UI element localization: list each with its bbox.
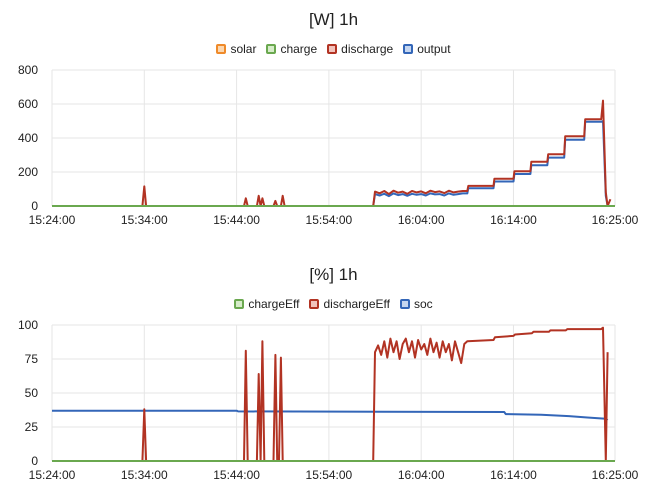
series-line-dischargeeff[interactable] — [52, 326, 609, 462]
y-tick-label: 25 — [25, 420, 39, 434]
percent-chart: [%] 1h chargeEff dischargeEff soc 0 25 50 7… — [0, 255, 667, 500]
legend-label-dischargeeff: dischargeEff — [323, 297, 390, 311]
x-tick-label: 16:04:00 — [398, 468, 445, 482]
legend-label-chargeeff: chargeEff — [248, 297, 300, 311]
legend-swatch-discharge — [327, 44, 338, 54]
legend-item-charge[interactable]: charge — [266, 42, 317, 56]
series-line-soc[interactable] — [52, 409, 609, 421]
legend-swatch-chargeeff — [234, 299, 245, 309]
chart-legend: solar charge discharge output — [0, 42, 667, 56]
x-tick-label: 15:24:00 — [29, 213, 76, 227]
x-tick-label: 16:25:00 — [592, 213, 639, 227]
series-line-discharge[interactable] — [52, 99, 612, 207]
y-tick-label: 75 — [25, 352, 39, 366]
series-line-output[interactable] — [52, 120, 609, 207]
x-tick-label: 15:34:00 — [121, 213, 168, 227]
y-tick-label: 800 — [18, 63, 38, 77]
legend-label-charge: charge — [280, 42, 318, 56]
legend-swatch-soc — [399, 299, 410, 309]
legend-item-discharge[interactable]: discharge — [327, 42, 393, 56]
x-tick-label: 15:54:00 — [306, 468, 353, 482]
x-tick-label: 15:44:00 — [213, 468, 260, 482]
y-tick-label: 400 — [18, 131, 38, 145]
legend-swatch-dischargeeff — [309, 299, 320, 309]
legend-item-dischargeeff[interactable]: dischargeEff — [309, 297, 390, 311]
legend-label-solar: solar — [230, 42, 257, 56]
legend-swatch-solar — [216, 44, 227, 54]
chart-legend: chargeEff dischargeEff soc — [0, 297, 667, 311]
power-chart: [W] 1h solar charge discharge output 0 20… — [0, 0, 667, 245]
y-tick-label: 0 — [31, 199, 38, 213]
legend-item-output[interactable]: output — [403, 42, 451, 56]
legend-label-output: output — [417, 42, 451, 56]
y-tick-label: 50 — [25, 386, 39, 400]
legend-item-soc[interactable]: soc — [399, 297, 433, 311]
y-tick-label: 0 — [31, 454, 38, 468]
legend-label-discharge: discharge — [341, 42, 394, 56]
x-tick-label: 16:04:00 — [398, 213, 445, 227]
legend-item-solar[interactable]: solar — [216, 42, 256, 56]
x-tick-label: 16:25:00 — [592, 468, 639, 482]
percent-plot-area: 0 25 50 75 100 15:24:00 15:34:00 15:44:00 15:54:… — [18, 318, 639, 482]
power-plot-area: 0 200 400 600 800 15:24:00 15:34:00 15:44:00 15:… — [18, 63, 639, 227]
y-tick-label: 600 — [18, 97, 38, 111]
legend-swatch-output — [403, 44, 414, 54]
legend-swatch-charge — [266, 44, 277, 54]
y-tick-label: 200 — [18, 165, 38, 179]
x-tick-label: 15:34:00 — [121, 468, 168, 482]
y-tick-label: 100 — [18, 318, 38, 332]
chart-title: [W] 1h — [308, 10, 359, 29]
x-tick-label: 15:24:00 — [29, 468, 76, 482]
legend-label-soc: soc — [413, 297, 433, 311]
x-tick-label: 15:54:00 — [306, 213, 353, 227]
chart-title: [%] 1h — [309, 265, 358, 284]
x-tick-label: 16:14:00 — [490, 468, 537, 482]
x-tick-label: 16:14:00 — [490, 213, 537, 227]
legend-item-chargeeff[interactable]: chargeEff — [234, 297, 299, 311]
x-tick-label: 15:44:00 — [213, 213, 260, 227]
